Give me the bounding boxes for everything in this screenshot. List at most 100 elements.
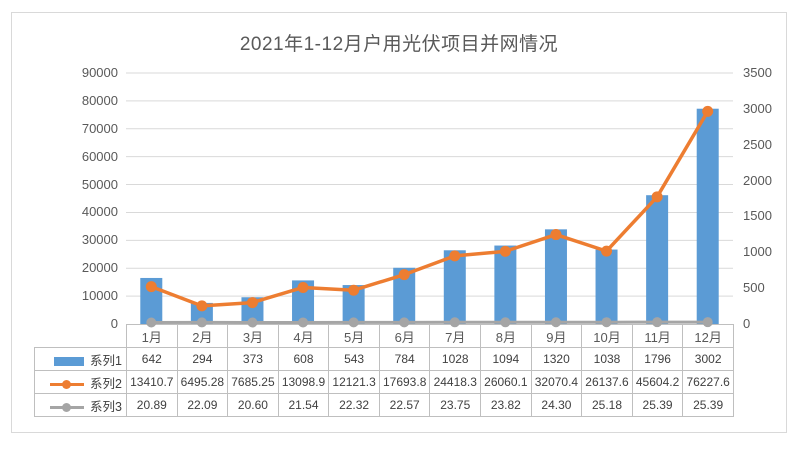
table-cell: 20.60 (227, 393, 279, 417)
table-header-row: 1月 2月 3月 4月 5月 6月 7月 8月 9月 10月 11月 12月 (35, 324, 734, 348)
legend-bar-swatch-icon (54, 356, 85, 366)
point-系列3-6月[interactable] (399, 317, 410, 328)
point-系列3-10月[interactable] (601, 317, 612, 328)
right-axis-label: 3000 (743, 100, 772, 116)
point-系列2-5月[interactable] (348, 284, 360, 296)
point-系列3-5月[interactable] (348, 317, 359, 328)
legend-line-swatch-icon (50, 402, 85, 413)
point-系列3-7月[interactable] (449, 317, 460, 328)
point-系列2-7月[interactable] (449, 250, 461, 262)
month-label: 12月 (682, 324, 734, 348)
left-axis-label: 20000 (81, 260, 118, 276)
point-系列2-9月[interactable] (550, 229, 562, 241)
point-系列3-12月[interactable] (702, 317, 713, 328)
table-cell: 24.30 (530, 393, 583, 417)
right-axis-label: 2500 (743, 136, 772, 152)
table-cell: 22.32 (328, 393, 380, 417)
table-cell: 1038 (581, 347, 633, 371)
table-cell: 543 (328, 347, 380, 371)
bar-5月[interactable] (342, 285, 365, 324)
point-系列2-3月[interactable] (246, 297, 258, 309)
table-cell: 3002 (682, 347, 734, 371)
point-系列2-2月[interactable] (196, 300, 208, 312)
series-name: 系列1 (90, 353, 122, 368)
month-label: 10月 (581, 324, 633, 348)
table-cell: 13410.7 (126, 370, 178, 394)
table-cell: 26137.6 (581, 370, 633, 394)
table-cell: 26060.1 (480, 370, 532, 394)
point-系列2-10月[interactable] (601, 245, 613, 257)
left-axis-label: 60000 (81, 148, 118, 164)
bar-12月[interactable] (696, 108, 719, 324)
right-axis-label: 1500 (743, 208, 772, 224)
table-cell: 17693.8 (378, 370, 431, 394)
point-系列3-8月[interactable] (500, 317, 511, 328)
line-系列2[interactable] (150, 110, 710, 308)
table-cell: 20.89 (126, 393, 178, 417)
table-cell: 22.09 (176, 393, 229, 417)
bar-10月[interactable] (595, 249, 618, 324)
left-axis-label: 0 (110, 316, 118, 331)
point-系列3-4月[interactable] (298, 317, 309, 328)
bar-11月[interactable] (646, 195, 669, 324)
table-row: 系列2 13410.7 6495.28 7685.25 13098.9 12121.3 17… (34, 370, 734, 394)
point-系列2-6月[interactable] (398, 269, 410, 281)
legend-line-dot (62, 379, 72, 389)
legend-line-dot (62, 402, 72, 412)
table-cell: 1320 (530, 347, 583, 371)
legend-item: 系列3 (34, 393, 127, 417)
table-cell: 784 (378, 347, 431, 371)
table-cell: 23.82 (480, 393, 532, 417)
table-cell: 1028 (429, 347, 482, 371)
table-cell: 22.57 (378, 393, 431, 417)
bar-9月[interactable] (544, 229, 567, 324)
left-axis-label: 10000 (81, 288, 118, 304)
table-row: 系列3 20.89 22.09 20.60 21.54 22.32 22.57 23.75 23… (34, 393, 734, 417)
chart-title[interactable]: 2021年1-12月户用光伏项目并网情况 (239, 34, 559, 55)
left-axis-label: 70000 (81, 120, 118, 136)
bar-2月[interactable] (190, 302, 213, 324)
table-cell: 76227.6 (682, 370, 734, 394)
legend-line-swatch-icon (50, 379, 85, 390)
right-axis-label: 500 (743, 280, 765, 296)
month-label: 2月 (176, 324, 229, 348)
table-cell: 25.18 (581, 393, 633, 417)
left-axis-label: 90000 (81, 65, 118, 80)
table-cell: 13098.9 (277, 370, 330, 394)
bar-4月[interactable] (292, 280, 315, 324)
table-cell: 25.39 (682, 393, 734, 417)
point-系列2-8月[interactable] (499, 245, 511, 257)
point-系列3-1月[interactable] (146, 317, 157, 328)
bar-6月[interactable] (393, 267, 416, 324)
left-axis-label: 80000 (81, 92, 118, 108)
legend-item: 系列1 (34, 347, 127, 371)
table-cell: 23.75 (429, 393, 482, 417)
point-系列3-3月[interactable] (247, 317, 258, 328)
point-系列2-1月[interactable] (145, 281, 157, 293)
table-cell: 6495.28 (176, 370, 229, 394)
left-axis-label: 50000 (81, 176, 118, 192)
point-系列2-12月[interactable] (702, 105, 714, 117)
month-label: 5月 (328, 324, 380, 348)
table-cell: 373 (227, 347, 279, 371)
point-系列3-9月[interactable] (550, 317, 561, 328)
right-axis-label: 2000 (743, 172, 772, 188)
table-row: 系列1 642 294 373 608 543 784 1028 1094 1320 1038 179… (34, 347, 734, 371)
month-label: 8月 (480, 324, 532, 348)
plot-svg (126, 72, 733, 328)
month-label: 9月 (530, 324, 583, 348)
point-系列2-4月[interactable] (297, 281, 309, 293)
table-cell: 7685.25 (227, 370, 279, 394)
point-系列3-11月[interactable] (652, 317, 663, 328)
chart-frame[interactable]: 2021年1-12月户用光伏项目并网情况 1月 2月 3月 4月 5月 6月 7月 8月 9月 1… (11, 12, 787, 433)
series-name: 系列3 (90, 399, 122, 414)
point-系列3-2月[interactable] (196, 317, 207, 328)
point-系列2-11月[interactable] (651, 191, 663, 203)
data-table: 1月 2月 3月 4月 5月 6月 7月 8月 9月 10月 11月 12月 系列1 642 294 373 6… (34, 324, 734, 417)
bar-7月[interactable] (443, 250, 466, 324)
month-label: 11月 (631, 324, 684, 348)
left-axis-label: 40000 (81, 204, 118, 220)
bar-8月[interactable] (494, 245, 517, 324)
plot-area[interactable] (126, 72, 733, 328)
